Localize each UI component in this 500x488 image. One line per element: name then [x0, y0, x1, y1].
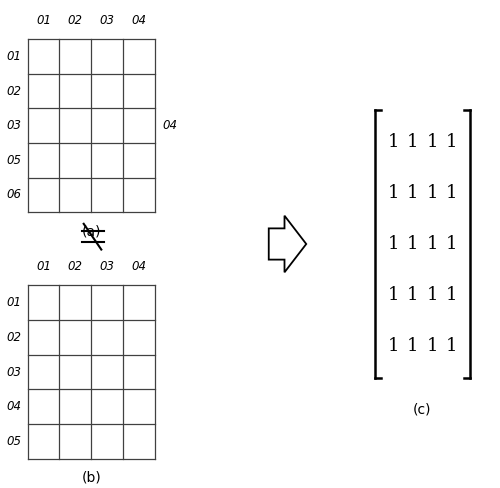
Text: 04: 04: [132, 14, 146, 27]
Text: 1: 1: [446, 286, 458, 304]
Text: 03: 03: [100, 14, 114, 27]
Text: 02: 02: [68, 260, 83, 273]
Text: 1: 1: [407, 286, 418, 304]
Text: 01: 01: [36, 14, 51, 27]
Text: 1: 1: [426, 235, 438, 253]
Text: 04: 04: [162, 119, 178, 132]
Text: 1: 1: [446, 337, 458, 354]
Text: 1: 1: [407, 134, 418, 151]
Text: 02: 02: [68, 14, 83, 27]
Text: 01: 01: [6, 296, 22, 309]
Text: 04: 04: [132, 260, 146, 273]
Text: 02: 02: [6, 331, 22, 344]
Text: 1: 1: [388, 184, 399, 202]
Text: 1: 1: [446, 134, 458, 151]
Text: 1: 1: [388, 134, 399, 151]
Text: 02: 02: [6, 84, 22, 98]
Text: 1: 1: [388, 337, 399, 354]
Text: 05: 05: [6, 435, 22, 448]
Text: 05: 05: [6, 154, 22, 167]
Text: 1: 1: [446, 235, 458, 253]
Text: (c): (c): [413, 403, 432, 417]
Text: 03: 03: [6, 366, 22, 379]
Text: 1: 1: [407, 337, 418, 354]
Text: 1: 1: [446, 184, 458, 202]
Text: 1: 1: [426, 286, 438, 304]
Text: (b): (b): [82, 471, 101, 485]
Text: 1: 1: [426, 184, 438, 202]
Text: 1: 1: [407, 235, 418, 253]
Text: 03: 03: [6, 119, 22, 132]
Text: 1: 1: [388, 235, 399, 253]
Text: 1: 1: [407, 184, 418, 202]
Text: 01: 01: [36, 260, 51, 273]
Text: (a): (a): [82, 224, 101, 239]
Text: 03: 03: [100, 260, 114, 273]
Text: 01: 01: [6, 50, 22, 63]
Text: 1: 1: [426, 134, 438, 151]
Text: 04: 04: [6, 400, 22, 413]
Polygon shape: [269, 216, 306, 272]
Text: 1: 1: [426, 337, 438, 354]
Text: 06: 06: [6, 188, 22, 202]
Text: 1: 1: [388, 286, 399, 304]
